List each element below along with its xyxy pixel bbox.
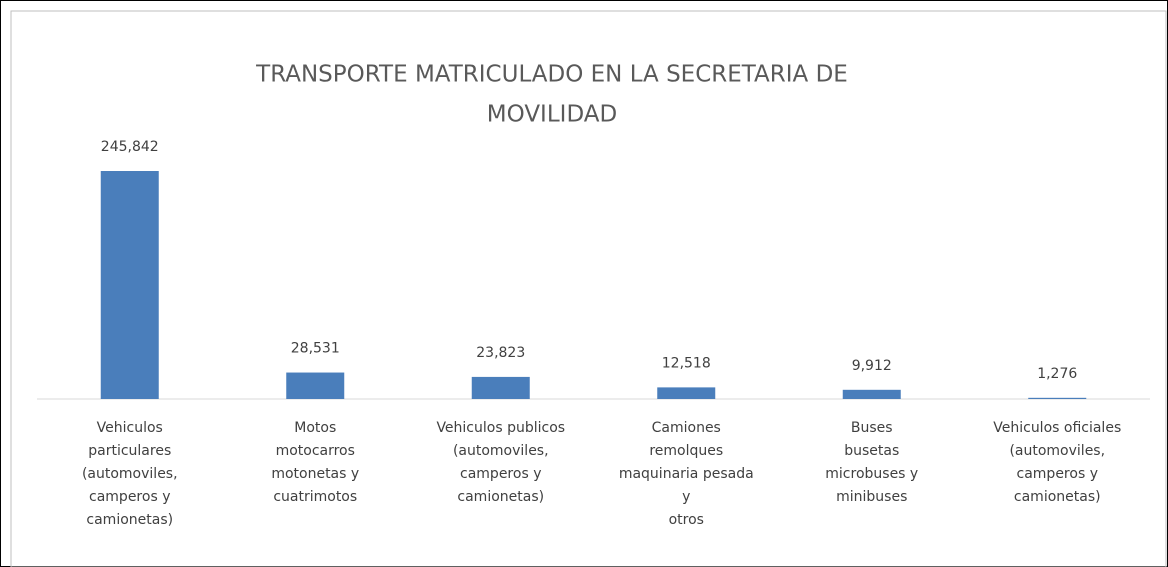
x-tick-label: minibuses bbox=[836, 489, 907, 505]
x-tick-label: camperos y bbox=[460, 466, 541, 482]
value-label: 9,912 bbox=[852, 358, 892, 374]
x-tick-label: motonetas y bbox=[271, 466, 359, 482]
value-label: 23,823 bbox=[476, 345, 525, 361]
value-label: 28,531 bbox=[291, 341, 340, 357]
x-tick-label: camperos y bbox=[1017, 466, 1098, 482]
x-tick-label: maquinaria pesada bbox=[619, 466, 754, 482]
chart-title: MOVILIDAD bbox=[487, 102, 617, 128]
x-tick-label: busetas bbox=[844, 443, 899, 459]
x-tick-label: (automoviles, bbox=[453, 443, 549, 459]
value-label: 1,276 bbox=[1037, 366, 1077, 382]
bar bbox=[286, 372, 345, 399]
x-tick-label: Vehiculos publicos bbox=[436, 420, 565, 436]
x-tick-label: camionetas) bbox=[457, 489, 544, 505]
bar bbox=[1028, 397, 1087, 399]
x-tick-label: (automoviles, bbox=[1009, 443, 1105, 459]
bar bbox=[471, 376, 530, 399]
x-tick-label: remolques bbox=[649, 443, 723, 459]
x-tick-label: particulares bbox=[88, 443, 171, 459]
x-tick-label: (automoviles, bbox=[82, 466, 178, 482]
x-tick-label: camperos y bbox=[89, 489, 170, 505]
x-tick-label: Buses bbox=[851, 420, 893, 436]
x-tick-label: camionetas) bbox=[86, 512, 173, 528]
x-tick-label: camionetas) bbox=[1014, 489, 1101, 505]
x-tick-label: Vehiculos oficiales bbox=[993, 420, 1121, 436]
value-label: 12,518 bbox=[662, 355, 711, 371]
x-tick-label: Camiones bbox=[652, 420, 721, 436]
chart-title: TRANSPORTE MATRICULADO EN LA SECRETARIA … bbox=[255, 62, 848, 88]
x-tick-label: Motos bbox=[294, 420, 336, 436]
bar bbox=[657, 387, 716, 399]
x-tick-label: microbuses y bbox=[825, 466, 918, 482]
value-label: 245,842 bbox=[101, 139, 159, 155]
x-tick-label: cuatrimotos bbox=[273, 489, 357, 505]
x-tick-label: motocarros bbox=[276, 443, 355, 459]
plot-frame bbox=[10, 10, 1167, 567]
x-tick-label: y bbox=[682, 489, 690, 505]
bar bbox=[842, 389, 901, 399]
x-tick-label: otros bbox=[669, 512, 704, 528]
x-tick-label: Vehiculos bbox=[97, 420, 163, 436]
bar bbox=[100, 171, 159, 399]
